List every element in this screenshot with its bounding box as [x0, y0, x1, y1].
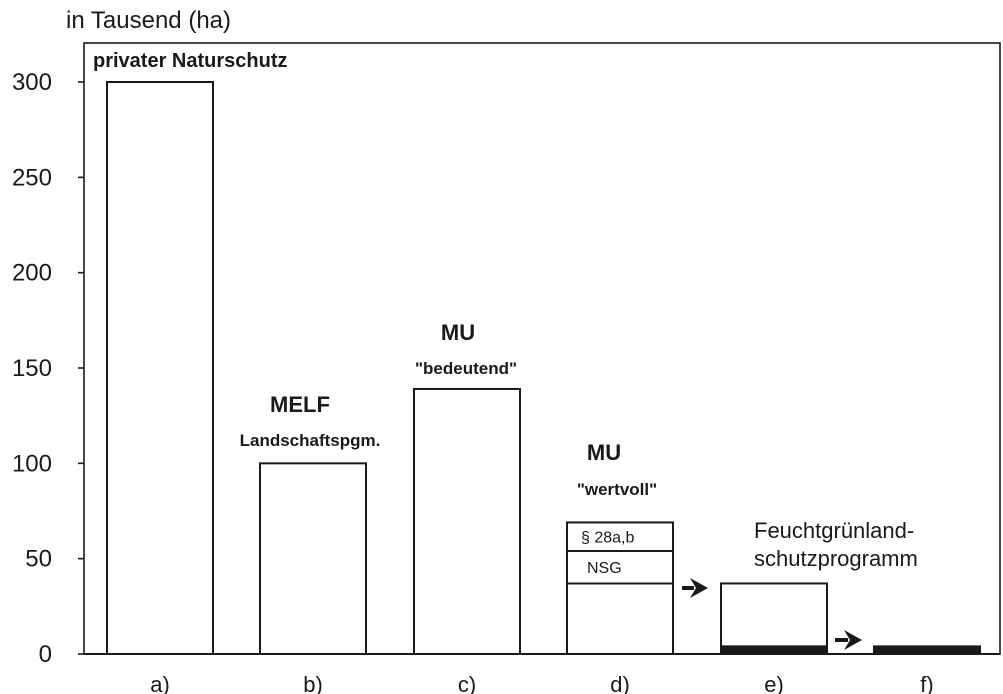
bar-b — [259, 462, 367, 656]
bar-annotation: Feuchtgrünland- — [754, 518, 914, 543]
y-tick-label: 0 — [39, 641, 52, 668]
bar-annotation: "wertvoll" — [577, 480, 657, 499]
bar-solid-portion — [720, 645, 828, 656]
bar-annotation: schutzprogramm — [754, 546, 918, 571]
segment-label-28ab: § 28a,b — [581, 530, 634, 547]
bar-annotation: MU — [441, 320, 475, 345]
y-tick-label: 100 — [12, 450, 52, 477]
bar-annotation: MELF — [270, 392, 330, 417]
y-tick-label: 50 — [25, 546, 52, 573]
bar-a — [106, 81, 214, 655]
bar-annotation: MU — [587, 440, 621, 465]
x-tick-label: d) — [610, 672, 630, 694]
bar-annotation: "bedeutend" — [415, 359, 517, 378]
y-tick-label: 250 — [12, 164, 52, 191]
chart-title: in Tausend (ha) — [66, 7, 231, 34]
bar-e — [720, 582, 828, 655]
y-tick-label: 300 — [12, 69, 52, 96]
arrow-d-to-e-head — [690, 578, 708, 598]
x-tick-label: a) — [150, 672, 170, 694]
bar-f — [873, 645, 981, 656]
x-tick-label: e) — [764, 672, 784, 694]
bar-c — [413, 387, 521, 655]
x-tick-label: b) — [303, 672, 323, 694]
arrow-e-to-f-head — [844, 630, 862, 650]
y-tick-label: 150 — [12, 355, 52, 382]
x-tick-label: c) — [458, 672, 476, 694]
x-tick-label: f) — [920, 672, 933, 694]
bar-annotation: Landschaftspgm. — [240, 431, 381, 450]
bar-annotation: privater Naturschutz — [93, 50, 288, 72]
y-tick-label: 200 — [12, 260, 52, 287]
segment-label-nsg: NSG — [587, 560, 622, 577]
